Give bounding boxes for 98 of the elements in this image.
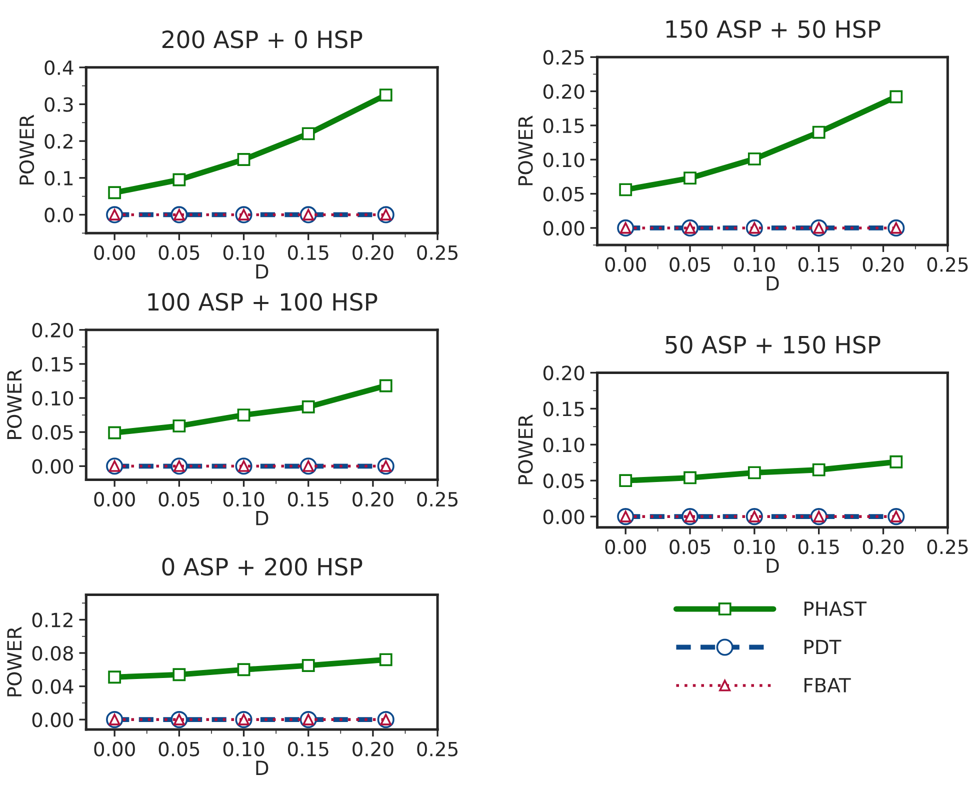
y-tick-label: 0.15 bbox=[543, 402, 584, 416]
x-tick-label: 0.10 bbox=[734, 539, 775, 554]
x-tick-label: 0.20 bbox=[352, 742, 394, 756]
point bbox=[172, 668, 186, 682]
y-tick-label: 0.0 bbox=[44, 208, 74, 222]
y-tick-label: 0.20 bbox=[32, 322, 74, 338]
text: PHAST bbox=[804, 601, 867, 616]
y-tick-label: 0.05 bbox=[543, 474, 584, 488]
x-axis-title: D bbox=[256, 510, 268, 526]
x-tick-label: 0.05 bbox=[158, 492, 200, 507]
point bbox=[812, 463, 826, 476]
point bbox=[108, 186, 122, 200]
x-tick-label: 0.00 bbox=[94, 492, 135, 507]
x-tick-label: 0.05 bbox=[670, 539, 710, 554]
point bbox=[172, 173, 186, 186]
point bbox=[890, 90, 903, 104]
x-axis-title: D bbox=[256, 760, 268, 775]
point bbox=[812, 126, 826, 139]
x-tick-label: 0.10 bbox=[734, 257, 775, 272]
point bbox=[237, 663, 250, 676]
x-tick-label: 0.00 bbox=[605, 257, 646, 272]
point bbox=[302, 127, 315, 140]
point bbox=[172, 419, 186, 432]
x-tick-label: 0.15 bbox=[798, 257, 839, 272]
x-tick-label: 0.20 bbox=[352, 245, 394, 260]
text: FBAT bbox=[804, 678, 851, 692]
x-tick-label: 0.20 bbox=[862, 257, 904, 272]
y-tick-label: 0.00 bbox=[543, 510, 584, 524]
x-tick-label: 0.20 bbox=[352, 492, 394, 507]
y-tick-label: 0.20 bbox=[543, 366, 584, 380]
y-tick-label: 0.04 bbox=[32, 679, 74, 694]
x-tick-label: 0.15 bbox=[288, 492, 328, 507]
x-tick-label: 0.05 bbox=[670, 257, 710, 272]
x-tick-label: 0.25 bbox=[417, 245, 458, 260]
x-tick-label: 0.25 bbox=[927, 539, 968, 554]
x-tick-label: 0.15 bbox=[288, 742, 328, 756]
chart-title: 100 ASP + 100 HSP bbox=[148, 292, 378, 311]
x-axis-title: D bbox=[256, 264, 268, 279]
point bbox=[302, 400, 315, 414]
point bbox=[237, 153, 250, 166]
x-tick-label: 0.00 bbox=[605, 539, 646, 554]
x-tick-label: 0.00 bbox=[94, 742, 135, 756]
y-tick-label: 0.4 bbox=[44, 60, 74, 76]
y-tick-label: 0.00 bbox=[543, 220, 584, 236]
chart-title: 150 ASP + 50 HSP bbox=[666, 20, 880, 38]
y-axis-title: POWER bbox=[7, 369, 22, 439]
y-tick-label: 0.08 bbox=[32, 646, 74, 661]
chart-title: 200 ASP + 0 HSP bbox=[162, 30, 362, 48]
point bbox=[684, 471, 696, 484]
x-tick-label: 0.15 bbox=[798, 539, 839, 554]
point bbox=[108, 426, 122, 440]
y-tick-label: 0.00 bbox=[32, 459, 74, 474]
x-axis-title: D bbox=[766, 276, 779, 290]
point bbox=[379, 88, 392, 102]
y-axis-title: POWER bbox=[19, 114, 34, 184]
x-axis-title: D bbox=[766, 558, 779, 573]
x-tick-label: 0.00 bbox=[94, 245, 135, 260]
y-axis-title: POWER bbox=[7, 626, 22, 696]
x-tick-label: 0.10 bbox=[223, 245, 264, 260]
x-tick-label: 0.15 bbox=[288, 245, 328, 260]
x-tick-label: 0.10 bbox=[223, 492, 264, 507]
point bbox=[748, 152, 761, 166]
chart-title: 50 ASP + 150 HSP bbox=[666, 336, 880, 354]
x-tick-label: 0.05 bbox=[158, 742, 200, 756]
y-tick-label: 0.2 bbox=[44, 134, 72, 149]
point bbox=[619, 474, 632, 488]
x-tick-label: 0.25 bbox=[927, 257, 968, 272]
x-tick-label: 0.05 bbox=[158, 245, 200, 260]
y-tick-label: 0.12 bbox=[32, 612, 72, 628]
x-tick-label: 0.25 bbox=[417, 742, 458, 756]
y-tick-label: 0.10 bbox=[543, 438, 584, 452]
point bbox=[302, 659, 315, 672]
y-tick-label: 0.00 bbox=[32, 712, 74, 728]
chart-title: 0 ASP + 200 HSP bbox=[162, 558, 362, 576]
point bbox=[379, 653, 392, 666]
y-axis-title: POWER bbox=[518, 414, 533, 484]
y-tick-label: 0.15 bbox=[543, 118, 584, 134]
y-tick-label: 0.05 bbox=[543, 186, 584, 202]
y-tick-label: 0.10 bbox=[543, 152, 584, 168]
point bbox=[684, 172, 696, 185]
y-tick-label: 0.15 bbox=[32, 356, 73, 372]
y-tick-label: 0.3 bbox=[44, 97, 73, 112]
x-tick-label: 0.25 bbox=[417, 492, 458, 507]
point bbox=[237, 408, 250, 422]
point bbox=[748, 466, 761, 480]
y-tick-label: 0.20 bbox=[543, 84, 584, 99]
point bbox=[108, 670, 122, 684]
x-tick-label: 0.20 bbox=[862, 539, 904, 554]
y-tick-label: 0.05 bbox=[32, 425, 73, 440]
point bbox=[890, 455, 903, 468]
y-axis-title: POWER bbox=[518, 116, 533, 186]
text: PDT bbox=[804, 640, 842, 654]
y-tick-label: 0.25 bbox=[543, 50, 584, 65]
point bbox=[379, 379, 392, 392]
x-tick-label: 0.10 bbox=[223, 742, 264, 756]
y-tick-label: 0.1 bbox=[44, 170, 73, 186]
y-tick-label: 0.10 bbox=[32, 390, 74, 406]
point bbox=[619, 183, 632, 196]
